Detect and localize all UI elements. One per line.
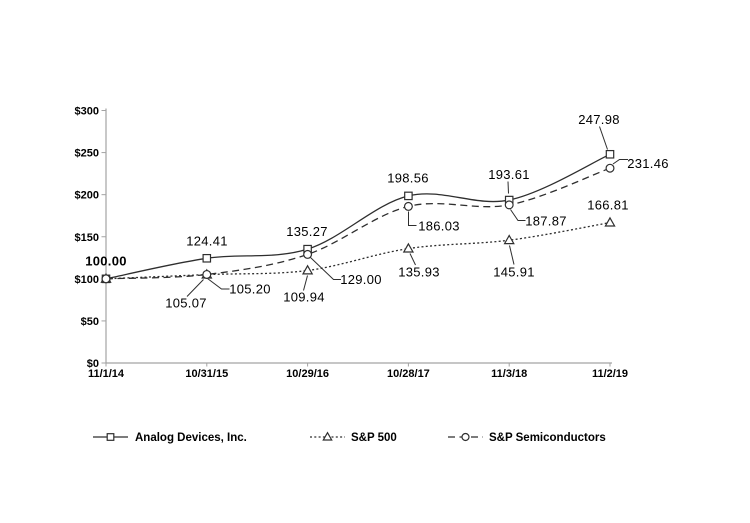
x-axis-tick-label: 11/2/19 bbox=[592, 368, 628, 380]
data-label-analog-devices: 124.41 bbox=[186, 234, 228, 249]
sp-500-triangle-marker bbox=[503, 234, 515, 245]
data-point-labels: 100.00 124.41 135.27 198.56 193.61 247.98 105.… bbox=[85, 112, 669, 311]
data-label-sp-500: 145.91 bbox=[493, 265, 535, 280]
series-line-analog-devices bbox=[105, 153, 611, 280]
series-lines bbox=[105, 153, 611, 280]
x-axis-tick-label: 11/3/18 bbox=[491, 368, 527, 380]
analog-devices-square-marker bbox=[106, 433, 115, 441]
label-leader-line bbox=[599, 126, 608, 150]
legend-label-sp-semiconductors: S&P Semiconductors bbox=[489, 432, 606, 444]
sp-500-triangle-marker bbox=[322, 431, 333, 441]
x-axis-tick-label: 10/28/17 bbox=[387, 368, 430, 380]
x-axis-labels: 11/1/14 10/31/15 10/29/16 10/28/17 11/3/… bbox=[88, 368, 628, 380]
label-leader-line bbox=[186, 279, 204, 297]
label-leader-line bbox=[409, 253, 416, 266]
label-leader-line bbox=[310, 257, 341, 280]
x-axis-tick-label: 11/1/14 bbox=[88, 368, 125, 380]
label-leader-lines bbox=[186, 126, 628, 297]
data-label-analog-devices: 100.00 bbox=[85, 254, 127, 269]
x-axis-tick-label: 10/29/16 bbox=[286, 368, 329, 380]
sp-500-triangle-marker bbox=[402, 242, 415, 253]
legend-swatch-sp-semiconductors bbox=[448, 432, 483, 442]
y-axis-tick-label: $0 bbox=[87, 358, 99, 370]
analog-devices-square-marker bbox=[404, 191, 413, 201]
sp-semiconductors-circle-marker bbox=[202, 269, 212, 279]
data-label-sp-500: 109.94 bbox=[283, 290, 325, 305]
label-leader-line bbox=[509, 245, 515, 265]
data-label-analog-devices: 193.61 bbox=[488, 167, 530, 182]
legend-label-sp-500: S&P 500 bbox=[351, 432, 397, 444]
label-leader-line bbox=[612, 159, 628, 165]
series-line-sp-semiconductors bbox=[105, 167, 611, 280]
label-leader-line bbox=[303, 275, 308, 291]
legend-swatch-sp-500 bbox=[310, 431, 345, 441]
y-axis-tick-label: $200 bbox=[75, 190, 99, 202]
data-label-sp-500: 135.93 bbox=[398, 265, 440, 280]
analog-devices-square-marker bbox=[605, 149, 615, 159]
y-axis-tick-label: $100 bbox=[75, 274, 99, 286]
series-markers bbox=[100, 149, 616, 284]
data-label-analog-devices: 135.27 bbox=[286, 224, 328, 239]
sp-semiconductors-circle-marker bbox=[504, 200, 514, 210]
legend-label-analog-devices: Analog Devices, Inc. bbox=[135, 432, 247, 444]
y-axis-tick-label: $150 bbox=[75, 232, 99, 244]
sp-semiconductors-circle-marker bbox=[605, 163, 615, 173]
label-leader-line bbox=[510, 209, 526, 221]
sp-semiconductors-circle-marker bbox=[101, 274, 111, 284]
data-label-sp-semiconductors: 105.20 bbox=[229, 282, 271, 297]
data-label-sp-500: 105.07 bbox=[165, 296, 207, 311]
sp-500-triangle-marker bbox=[604, 216, 616, 227]
y-axis-tick-label: $300 bbox=[75, 106, 99, 118]
data-label-sp-500: 166.81 bbox=[587, 198, 629, 213]
label-leader-line bbox=[207, 278, 230, 290]
sp-semiconductors-circle-marker bbox=[403, 201, 413, 211]
analog-devices-square-marker bbox=[202, 253, 212, 263]
data-label-analog-devices: 198.56 bbox=[387, 171, 429, 186]
data-label-sp-semiconductors: 187.87 bbox=[525, 214, 567, 229]
y-axis-tick-label: $250 bbox=[75, 148, 99, 160]
data-label-sp-semiconductors: 186.03 bbox=[418, 219, 460, 234]
chart-axes bbox=[101, 108, 612, 367]
sp-semiconductors-circle-marker bbox=[303, 249, 313, 259]
data-label-sp-semiconductors: 129.00 bbox=[340, 272, 382, 287]
series-line-sp-500 bbox=[105, 221, 611, 280]
chart-legend: Analog Devices, Inc. S&P 500 S&P Semicon… bbox=[93, 431, 606, 444]
label-leader-line bbox=[507, 181, 509, 194]
legend-swatch-analog-devices bbox=[93, 433, 128, 441]
x-axis-tick-label: 10/31/15 bbox=[185, 368, 228, 380]
sp-semiconductors-circle-marker bbox=[461, 432, 470, 442]
y-axis-tick-label: $50 bbox=[81, 316, 99, 328]
y-axis-labels: $0 $50 $100 $150 $200 $250 $300 bbox=[75, 106, 99, 371]
data-label-analog-devices: 247.98 bbox=[578, 112, 620, 127]
label-leader-line bbox=[408, 211, 417, 226]
sp-500-triangle-marker bbox=[301, 264, 314, 275]
data-label-sp-semiconductors: 231.46 bbox=[627, 156, 669, 171]
